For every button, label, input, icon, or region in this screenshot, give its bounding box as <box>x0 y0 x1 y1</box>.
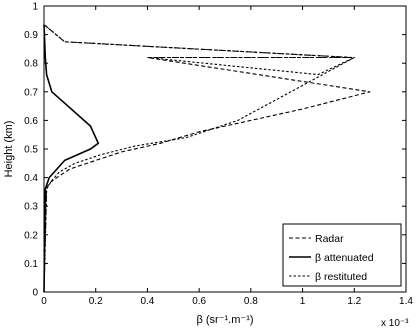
x-axis-multiplier: x 10⁻³ <box>381 318 409 329</box>
x-tick-label: 0 <box>41 296 47 307</box>
legend-label: β attenuated <box>315 252 374 264</box>
y-axis-label: Height (km) <box>3 121 15 178</box>
y-tick-label: 0.7 <box>24 87 38 98</box>
legend-label: Radar <box>315 233 344 245</box>
x-tick-label: 1.2 <box>347 296 361 307</box>
y-tick-label: 0.4 <box>24 173 38 184</box>
x-tick-label: 0.6 <box>192 296 206 307</box>
series-line-1 <box>43 24 371 293</box>
series-line-2 <box>43 24 100 293</box>
x-axis-label: β (sr⁻¹.m⁻¹) <box>196 314 253 326</box>
legend: Radar β attenuated β restituted <box>282 223 402 287</box>
x-tick-label: 1.4 <box>399 296 413 307</box>
y-tick-label: 0.3 <box>24 202 38 213</box>
series-line-3 <box>43 24 355 293</box>
y-tick-label: 0.6 <box>24 116 38 127</box>
x-tick-label: 0.8 <box>244 296 258 307</box>
series-lines <box>43 24 371 293</box>
y-tick-label: 0.1 <box>24 259 38 270</box>
x-tick-label: 0.4 <box>140 296 154 307</box>
y-tick-label: 0 <box>32 288 38 299</box>
y-tick-label: 0.2 <box>24 230 38 241</box>
x-tick-label: 1 <box>300 296 306 307</box>
y-tick-label: 0.9 <box>24 30 38 41</box>
ticks: 0 0.2 0.4 0.6 0.8 1 1.2 1.4 0 0.1 0.2 0.3 0.4 0.5 0.6 0… <box>24 2 413 308</box>
y-tick-label: 0.5 <box>24 145 38 156</box>
y-tick-label: 1 <box>32 2 38 13</box>
y-tick-label: 0.8 <box>24 59 38 70</box>
x-tick-label: 0.2 <box>89 296 103 307</box>
legend-label: β restituted <box>315 271 367 283</box>
